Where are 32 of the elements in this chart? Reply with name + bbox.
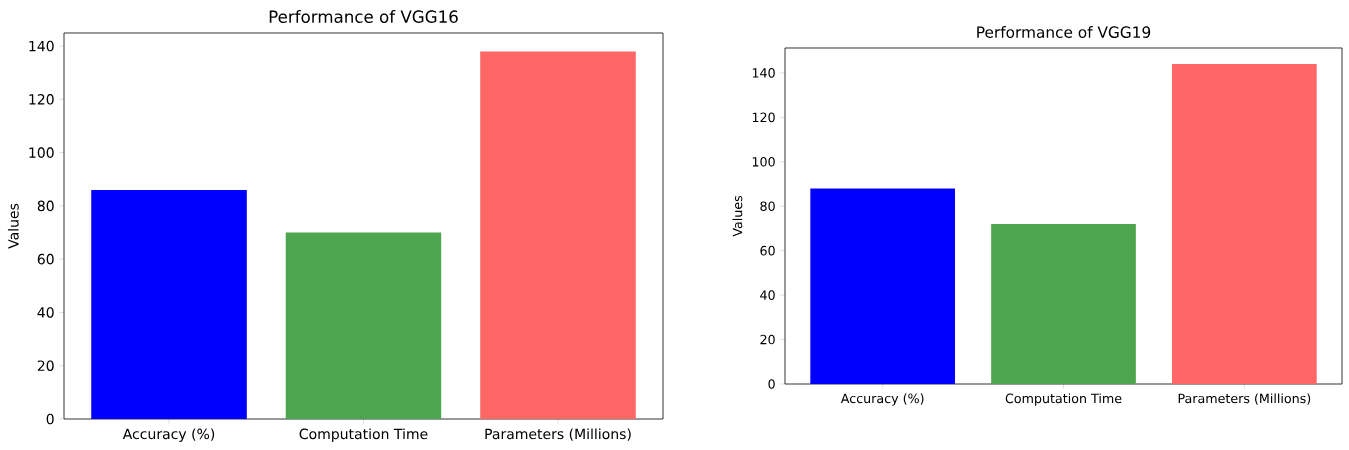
y-tick-label: 140 — [752, 68, 775, 78]
x-tick-label: Accuracy (%) — [122, 428, 215, 442]
x-tick-label: Computation Time — [299, 428, 428, 442]
y-tick-label: 60 — [37, 253, 54, 265]
y-tick-label: 100 — [752, 156, 775, 167]
chart-title: Performance of VGG16 — [269, 10, 458, 23]
chart-title: Performance of VGG19 — [977, 26, 1151, 38]
y-tick-label: 20 — [760, 334, 775, 345]
x-tick-label: Computation Time — [1005, 393, 1122, 406]
y-tick-label: 120 — [29, 94, 54, 105]
y-tick-label: 80 — [760, 201, 775, 212]
y-tick-label: 0 — [46, 413, 54, 425]
bar — [480, 51, 636, 419]
bar — [991, 224, 1136, 384]
bar — [285, 232, 442, 419]
bar — [1172, 64, 1317, 384]
y-tick-label: 40 — [760, 290, 775, 300]
bar — [810, 188, 955, 384]
y-axis-title: Values — [732, 195, 743, 237]
x-tick-label: Accuracy (%) — [840, 393, 924, 406]
y-tick-label: 80 — [37, 200, 54, 212]
y-tick-label: 60 — [760, 245, 775, 256]
y-tick-label: 40 — [37, 307, 54, 318]
y-tick-label: 0 — [768, 379, 775, 389]
bar — [91, 189, 247, 419]
x-tick-label: Parameters (Millions) — [1178, 393, 1311, 405]
y-tick-label: 20 — [37, 360, 54, 372]
y-axis-title: Values — [7, 203, 19, 249]
y-tick-label: 120 — [752, 112, 775, 123]
y-tick-label: 140 — [29, 40, 54, 52]
x-tick-label: Parameters (Millions) — [485, 428, 631, 441]
y-tick-label: 100 — [29, 147, 54, 158]
